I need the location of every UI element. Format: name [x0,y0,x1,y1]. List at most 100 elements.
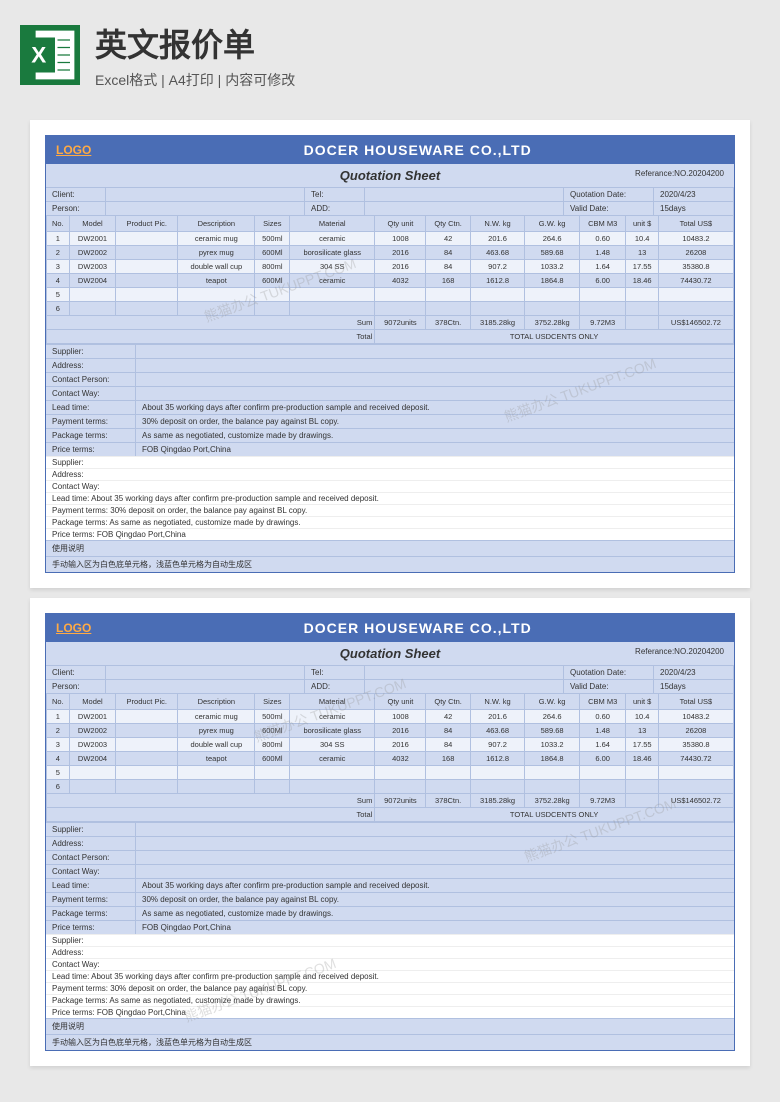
table-cell: 500ml [255,710,290,724]
table-cell: DW2001 [69,232,116,246]
table-cell: DW2004 [69,274,116,288]
package: As same as negotiated, customize made by… [136,429,734,442]
table-cell: 800ml [255,260,290,274]
table-cell: 74430.72 [658,752,733,766]
table-cell: 1033.2 [525,738,580,752]
page-header: X 英文报价单 Excel格式 | A4打印 | 内容可修改 [0,0,780,110]
table-cell [525,780,580,794]
payment: 30% deposit on order, the balance pay ag… [136,893,734,906]
svg-text:X: X [31,43,46,68]
table-cell: 1008 [375,232,426,246]
table-cell [116,232,178,246]
total-text: TOTAL USDCENTS ONLY [375,808,734,822]
person-label: Person: [46,202,106,215]
sum-cell [626,316,658,330]
table-cell: 201.6 [470,232,525,246]
table-cell [69,766,116,780]
lead-time-label: Lead time: [46,401,136,414]
sheet-2: LOGO DOCER HOUSEWARE CO.,LTD Quotation S… [30,598,750,1066]
table-cell: borosilicate glass [290,724,375,738]
b2-price: Price terms: FOB Qingdao Port,China [46,1006,734,1018]
table-cell: 2016 [375,724,426,738]
table-cell: 2016 [375,738,426,752]
table-row: 1DW2001ceramic mug500mlceramic100842201.… [47,710,734,724]
table-cell [375,302,426,316]
col-header: No. [47,216,70,232]
table-cell: 304 SS [290,260,375,274]
add-value [365,680,564,693]
table-cell: pyrex mug [178,246,255,260]
table-cell [426,766,470,780]
table-cell: ceramic [290,274,375,288]
valid-value: 15days [654,202,734,215]
col-header: N.W. kg [470,694,525,710]
client-value [106,666,305,679]
table-cell [525,302,580,316]
sum-cell: 378Ctn. [426,794,470,808]
table-cell: 600Ml [255,724,290,738]
table-cell: 2 [47,246,70,260]
table-cell: ceramic mug [178,710,255,724]
table-cell: 26208 [658,246,733,260]
person-value [106,202,305,215]
table-cell: ceramic [290,752,375,766]
table-body: 1DW2001ceramic mug500mlceramic100842201.… [47,232,734,344]
table-cell [116,710,178,724]
table-cell [178,766,255,780]
col-header: N.W. kg [470,216,525,232]
table-cell: 84 [426,246,470,260]
total-row: TotalTOTAL USDCENTS ONLY [47,330,734,344]
excel-icon: X [20,25,80,85]
table-cell [626,780,658,794]
b2-supplier: Supplier: [46,456,734,468]
table-cell [579,302,626,316]
col-header: CBM M3 [579,694,626,710]
table-cell [116,752,178,766]
table-cell: 4 [47,274,70,288]
quotation-sheet: LOGO DOCER HOUSEWARE CO.,LTD Quotation S… [45,613,735,1051]
sum-cell: US$146502.72 [658,316,733,330]
table-cell: 26208 [658,724,733,738]
table-cell: double wall cup [178,738,255,752]
table-cell: 1.48 [579,724,626,738]
table-cell: 10.4 [626,710,658,724]
col-header: Description [178,694,255,710]
col-header: Qty unit [375,216,426,232]
table-cell: 1033.2 [525,260,580,274]
sum-cell: 3185.28kg [470,794,525,808]
table-row: 5 [47,288,734,302]
table-cell [69,302,116,316]
table-cell: 6.00 [579,752,626,766]
b2-package: Package terms: As same as negotiated, cu… [46,994,734,1006]
b2-address: Address: [46,468,734,480]
table-cell: 6.00 [579,274,626,288]
table-cell: double wall cup [178,260,255,274]
table-cell: 17.55 [626,260,658,274]
reference: Referance:NO.20204200 [635,647,724,656]
table-cell [470,288,525,302]
quotation-title: Quotation Sheet [340,168,440,183]
terms-block-1: Supplier: Address: Contact Person: Conta… [46,344,734,456]
qdate-label: Quotation Date: [564,666,654,679]
col-header: Description [178,216,255,232]
table-cell: 18.46 [626,752,658,766]
valid-label: Valid Date: [564,202,654,215]
b2-payment: Payment terms: 30% deposit on order, the… [46,982,734,994]
table-cell: 600Ml [255,752,290,766]
payment: 30% deposit on order, the balance pay ag… [136,415,734,428]
table-cell: 1864.8 [525,274,580,288]
package-label: Package terms: [46,429,136,442]
table-cell: 168 [426,274,470,288]
table-cell: 907.2 [470,260,525,274]
table-cell: DW2001 [69,710,116,724]
quotation-title-bar: Quotation Sheet Referance:NO.20204200 [46,164,734,187]
table-cell [375,766,426,780]
table-cell [658,288,733,302]
info-row-1: Client: Tel: Quotation Date: 2020/4/23 [46,187,734,201]
sum-cell: 378Ctn. [426,316,470,330]
sum-cell: 3752.28kg [525,794,580,808]
table-cell [426,288,470,302]
contact-person-label: Contact Person: [46,851,136,864]
table-cell: 6 [47,302,70,316]
tel-label: Tel: [305,666,365,679]
